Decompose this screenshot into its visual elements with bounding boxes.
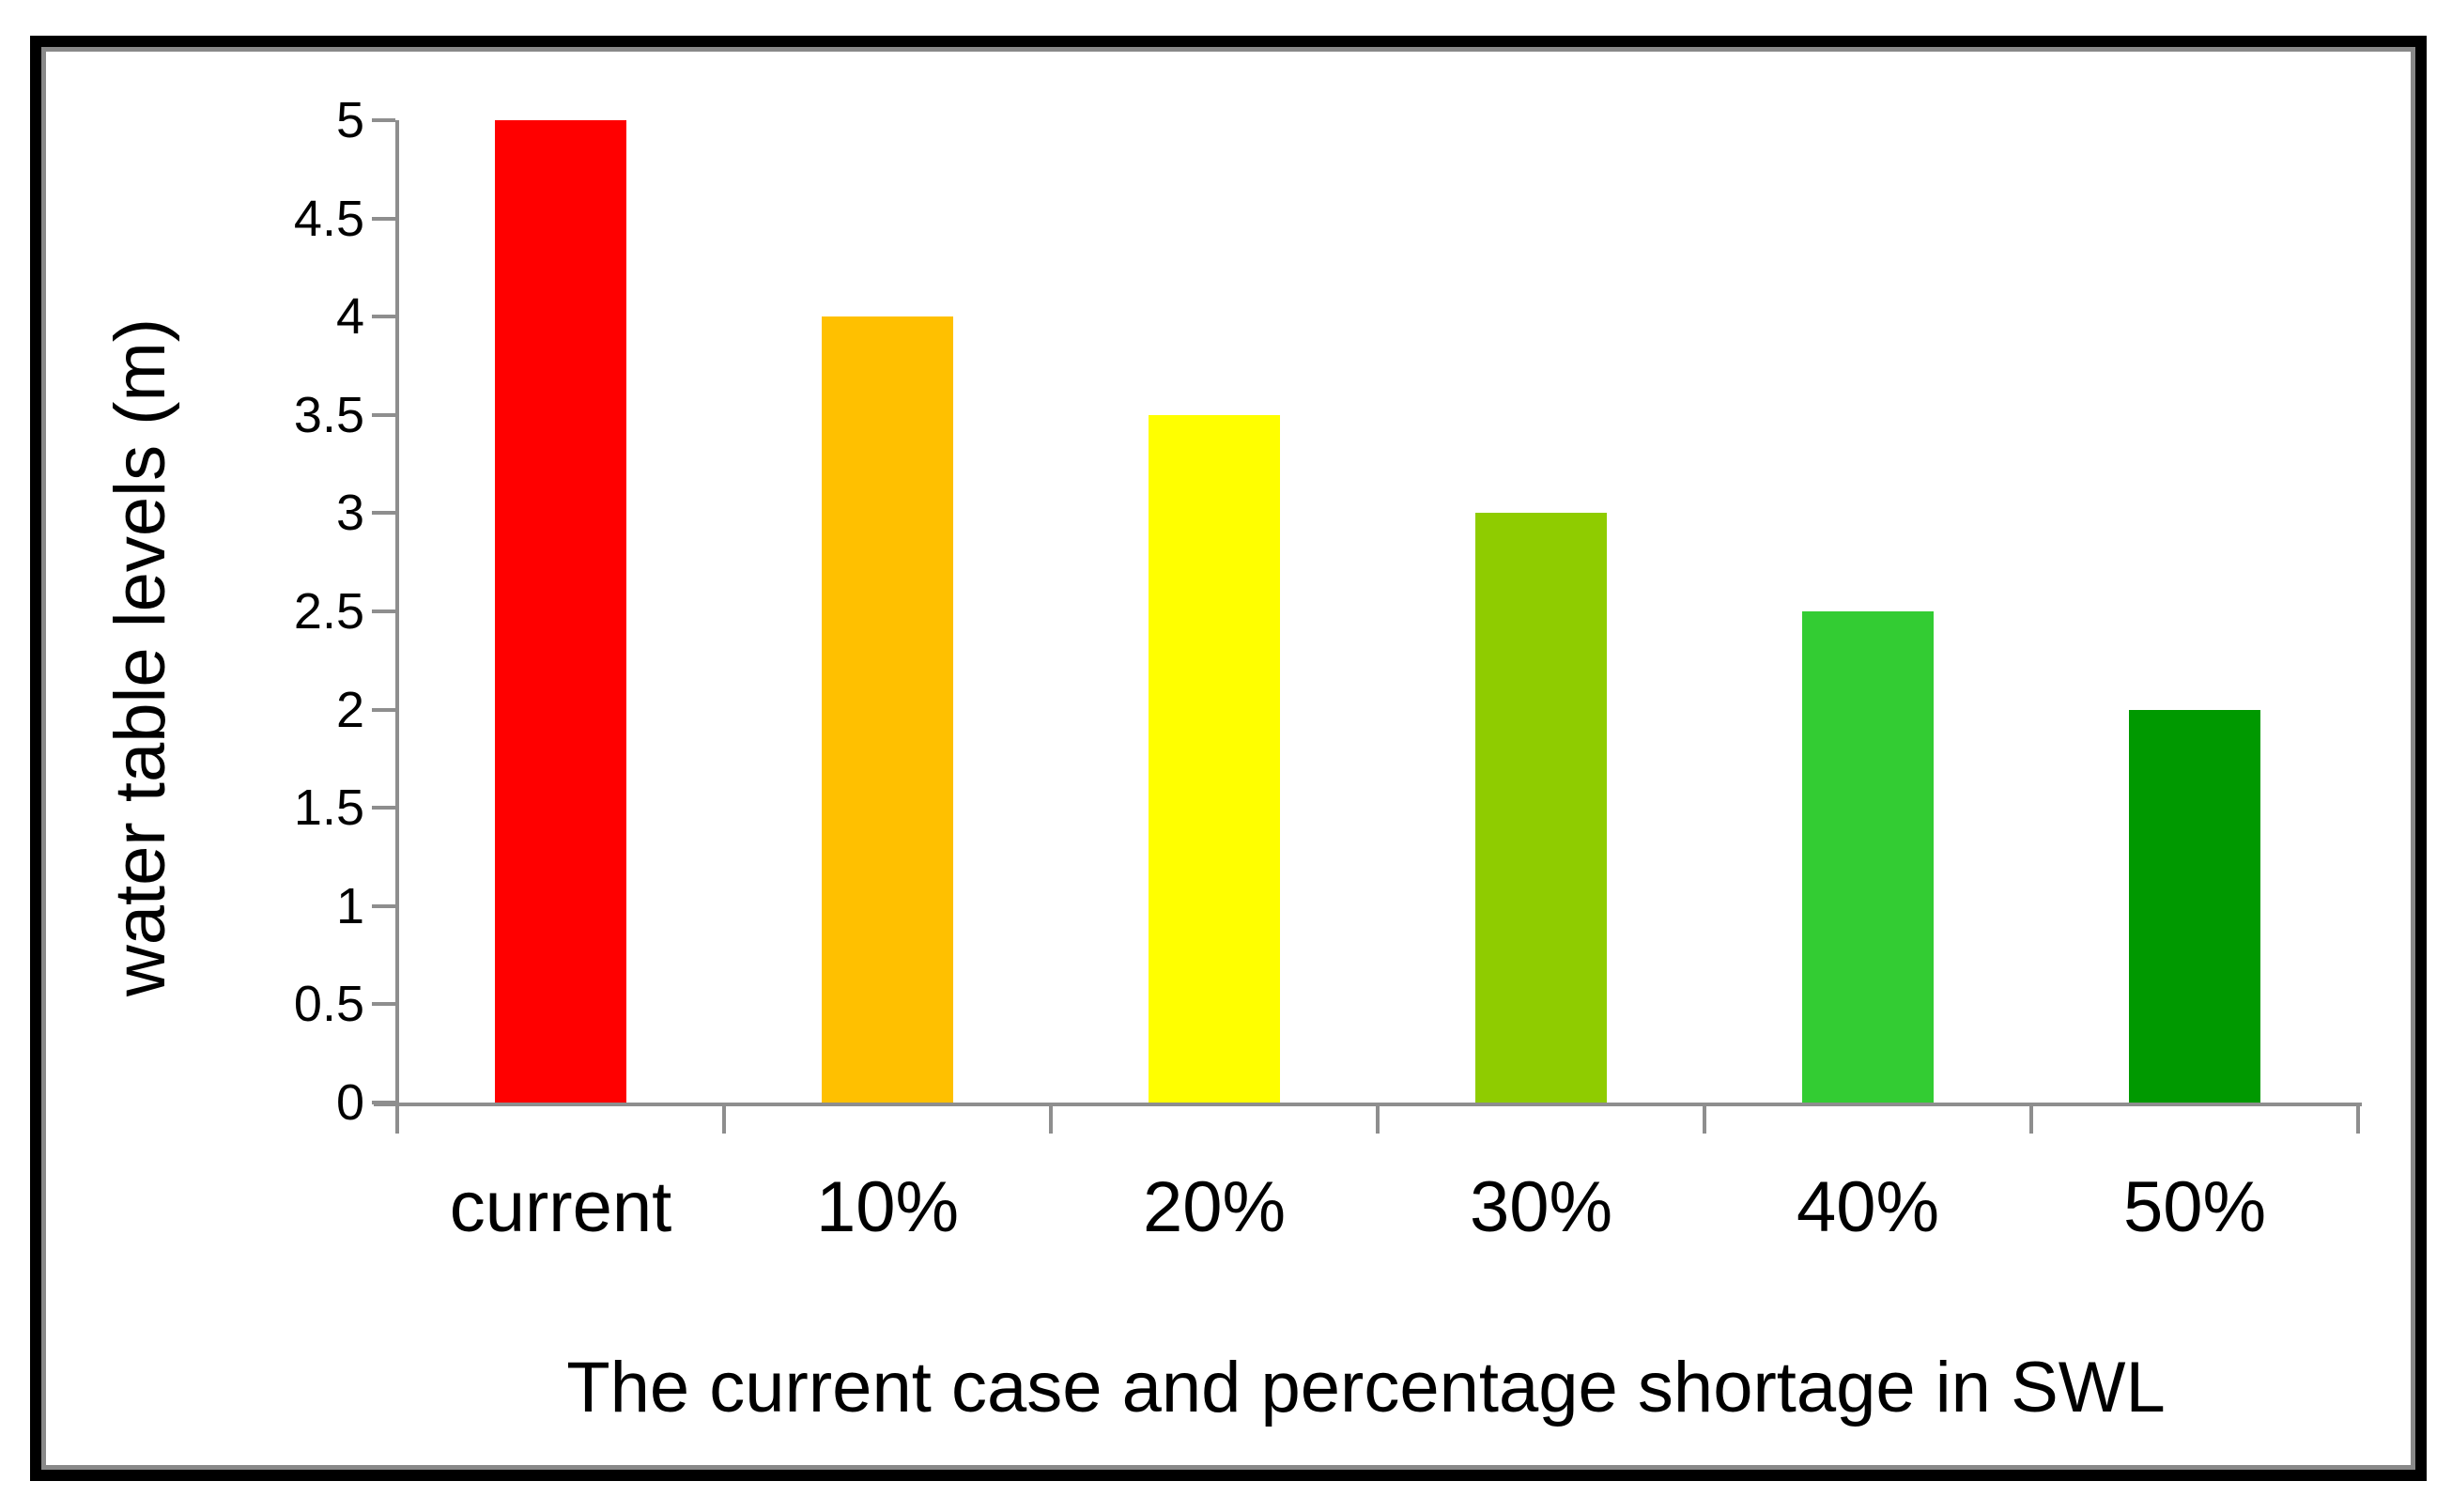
y-axis-title: water table levels (m) — [100, 317, 180, 997]
y-tick-1.5 — [372, 806, 395, 810]
bar-current — [495, 120, 626, 1103]
x-boundary-tick-2 — [1049, 1106, 1053, 1134]
y-tick-label-0: 0 — [335, 1074, 364, 1131]
figure-border-inner-line — [41, 47, 2415, 1470]
figure-border — [30, 36, 2427, 1481]
y-tick-label-3.5: 3.5 — [293, 386, 364, 443]
y-tick-3 — [372, 511, 395, 516]
y-tick-2 — [372, 707, 395, 712]
x-boundary-tick-3 — [1376, 1106, 1380, 1134]
x-category-label-10%: 10% — [815, 1167, 960, 1247]
y-tick-4 — [372, 315, 395, 319]
x-category-label-30%: 30% — [1469, 1167, 1613, 1247]
bar-40% — [1802, 611, 1934, 1103]
y-tick-label-1.5: 1.5 — [293, 779, 364, 837]
y-tick-label-2: 2 — [335, 681, 364, 738]
x-boundary-tick-6 — [2356, 1106, 2360, 1134]
y-tick-0.5 — [372, 1002, 395, 1007]
x-category-label-20%: 20% — [1142, 1167, 1287, 1247]
x-axis-line — [374, 1103, 2362, 1106]
y-tick-label-4.5: 4.5 — [293, 190, 364, 247]
y-tick-0 — [372, 1101, 395, 1104]
y-tick-1 — [372, 903, 395, 908]
y-axis-line — [395, 120, 399, 1134]
y-tick-label-2.5: 2.5 — [293, 583, 364, 640]
y-tick-label-4: 4 — [335, 288, 364, 346]
x-category-label-50%: 50% — [2122, 1167, 2267, 1247]
bar-20% — [1149, 414, 1280, 1103]
y-tick-3.5 — [372, 412, 395, 417]
x-boundary-tick-4 — [1703, 1106, 1706, 1134]
x-boundary-tick-0 — [395, 1106, 399, 1134]
x-category-label-40%: 40% — [1796, 1167, 1940, 1247]
x-category-label-current: current — [449, 1167, 672, 1247]
y-tick-4.5 — [372, 216, 395, 221]
y-tick-label-0.5: 0.5 — [293, 976, 364, 1033]
y-tick-2.5 — [372, 609, 395, 613]
plot-area: 0 0.5 1 1.5 2 2.5 3 3.5 4 4.5 5 current 10% 20% 30% 40%… — [294, 95, 2362, 1243]
x-axis-title: The current case and percentage shortage… — [566, 1348, 2166, 1427]
y-tick-label-1: 1 — [335, 877, 364, 934]
x-boundary-tick-5 — [2029, 1106, 2033, 1134]
bar-50% — [2129, 709, 2260, 1103]
y-tick-label-3: 3 — [335, 485, 364, 542]
bar-30% — [1475, 513, 1607, 1103]
bar-10% — [822, 316, 953, 1103]
x-boundary-tick-1 — [722, 1106, 726, 1134]
y-tick-label-5: 5 — [335, 92, 364, 148]
y-tick-5 — [372, 118, 395, 122]
